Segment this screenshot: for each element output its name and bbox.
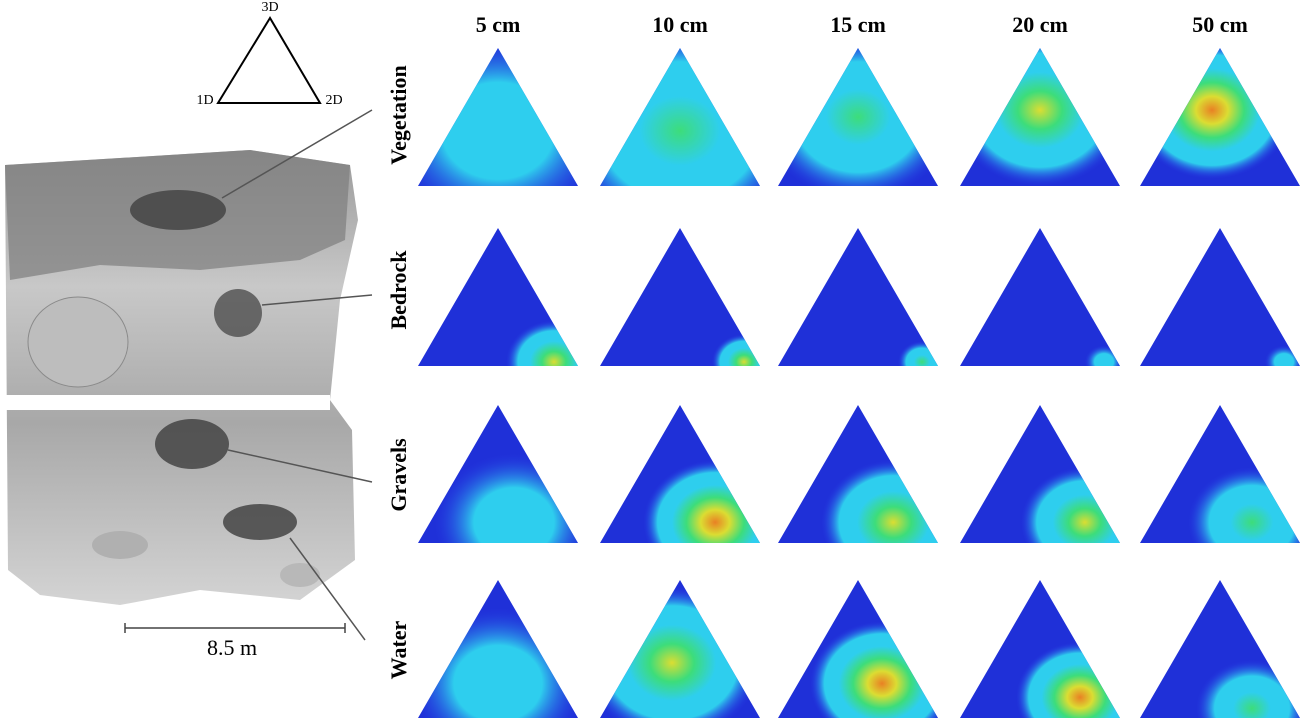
ternary-heatmap bbox=[1140, 405, 1300, 543]
column-label: 15 cm bbox=[830, 12, 886, 37]
row-label: Gravels bbox=[386, 438, 411, 512]
row-label: Vegetation bbox=[386, 65, 411, 164]
point-cloud bbox=[0, 109, 373, 641]
column-label: 5 cm bbox=[476, 12, 521, 37]
key-top: 3D bbox=[261, 0, 278, 15]
ternary-heatmap bbox=[960, 405, 1120, 543]
ternary-heatmap bbox=[778, 405, 938, 543]
ternary-heatmap bbox=[1140, 48, 1300, 186]
column-label: 50 cm bbox=[1192, 12, 1248, 37]
row-label: Bedrock bbox=[386, 250, 411, 330]
ternary-heatmap bbox=[600, 580, 760, 718]
ternary-heatmap bbox=[600, 228, 760, 366]
ternary-heatmap bbox=[418, 405, 578, 543]
key-left: 1D bbox=[196, 93, 213, 108]
scale-label: 8.5 m bbox=[207, 635, 257, 660]
row-label: Water bbox=[386, 620, 411, 679]
ternary-heatmap bbox=[960, 580, 1120, 718]
ternary-heatmap bbox=[960, 48, 1120, 186]
ternary-heatmap bbox=[418, 228, 578, 366]
column-label: 20 cm bbox=[1012, 12, 1068, 37]
ternary-heatmap bbox=[600, 48, 760, 186]
ternary-heatmap bbox=[960, 228, 1120, 366]
ternary-heatmap bbox=[778, 228, 938, 366]
ternary-heatmap bbox=[1140, 228, 1300, 366]
scale-bar bbox=[124, 623, 346, 633]
ternary-heatmap bbox=[778, 48, 938, 186]
ternary-heatmap bbox=[600, 405, 760, 543]
ternary-heatmap bbox=[1140, 580, 1300, 718]
ternary-heatmap bbox=[778, 580, 938, 718]
ternary-heatmap bbox=[418, 48, 578, 186]
key-right: 2D bbox=[325, 93, 342, 108]
ternary-key bbox=[216, 16, 322, 104]
column-label: 10 cm bbox=[652, 12, 708, 37]
ternary-heatmap bbox=[418, 580, 578, 718]
